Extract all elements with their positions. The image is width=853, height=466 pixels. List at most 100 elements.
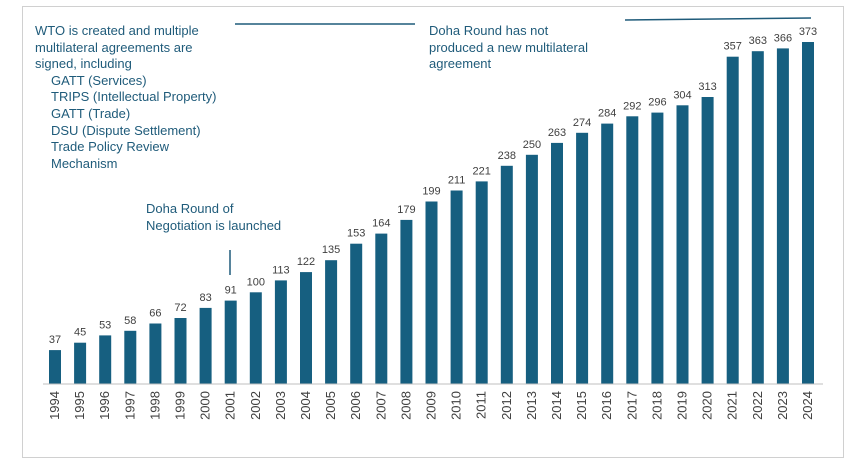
bar-2012 <box>500 165 513 384</box>
data-label-2015: 274 <box>573 117 591 129</box>
doha-launch-line: Doha Round of <box>146 201 234 216</box>
bar-2002 <box>249 292 262 384</box>
wto-annotation: WTO is created and multiple multilateral… <box>35 23 216 172</box>
x-tick-label-2003: 2003 <box>273 391 288 420</box>
x-tick-label-2014: 2014 <box>549 391 564 420</box>
doha-era-line <box>624 17 812 21</box>
bar-2024 <box>802 42 814 384</box>
bar-2003 <box>274 280 287 384</box>
wto-annotation-line: signed, including <box>35 56 132 72</box>
x-tick-label-2004: 2004 <box>298 391 313 420</box>
bar-2016 <box>601 123 614 384</box>
data-label-2007: 164 <box>372 218 390 230</box>
bar-2007 <box>375 233 388 384</box>
x-tick-label-1999: 1999 <box>173 391 188 420</box>
x-tick-label-1996: 1996 <box>97 391 112 420</box>
wto-agreement-item: Trade Policy Review <box>51 139 170 155</box>
x-tick-label-2013: 2013 <box>524 391 539 420</box>
data-label-2023: 366 <box>774 32 792 44</box>
x-tick-label-2022: 2022 <box>750 391 765 420</box>
data-label-2001: 91 <box>225 285 237 297</box>
x-tick-label-2000: 2000 <box>198 391 213 420</box>
bar-2004 <box>300 272 312 384</box>
data-label-1998: 66 <box>149 308 161 320</box>
data-label-1996: 53 <box>99 319 111 331</box>
data-label-2011: 221 <box>473 165 491 177</box>
bar-2000 <box>199 307 212 384</box>
x-tick-label-1997: 1997 <box>122 391 137 420</box>
data-label-2009: 199 <box>422 186 440 198</box>
data-label-2016: 284 <box>598 108 616 120</box>
wto-agreement-item: Mechanism <box>51 155 118 171</box>
bar-2013 <box>525 154 538 384</box>
x-tick-label-1995: 1995 <box>72 391 87 420</box>
doha-launch-annotation: Doha Round of Negotiation is launched <box>146 201 281 234</box>
bar-1997 <box>124 330 137 384</box>
bar-2010 <box>450 190 463 384</box>
bar-2018 <box>651 112 664 384</box>
bar-1999 <box>174 318 187 384</box>
data-label-2020: 313 <box>698 81 716 93</box>
bar-2019 <box>676 105 689 385</box>
x-tick-label-2017: 2017 <box>624 391 639 420</box>
data-label-1997: 58 <box>124 315 136 327</box>
bar-2023 <box>776 48 789 385</box>
chart-frame: 37 45 53 58 66 72 83 91 100 113 122 135 153 164 179 199… <box>22 6 844 458</box>
bar-2008 <box>400 219 413 384</box>
data-label-1999: 72 <box>174 302 186 314</box>
x-tick-label-2018: 2018 <box>649 391 664 420</box>
x-tick-label-2006: 2006 <box>348 391 363 420</box>
data-label-2008: 179 <box>397 204 415 216</box>
x-tick-label-2020: 2020 <box>700 391 715 420</box>
x-tick-label-2023: 2023 <box>775 391 790 420</box>
wto-annotation-line: multilateral agreements are <box>35 39 193 55</box>
bar-2020 <box>701 97 714 384</box>
data-label-2000: 83 <box>199 292 211 304</box>
x-tick-label-2007: 2007 <box>373 391 388 420</box>
bar-2014 <box>551 142 563 384</box>
data-label-2021: 357 <box>724 41 742 53</box>
x-tick-label-2024: 2024 <box>800 391 815 420</box>
bar-2015 <box>576 132 589 384</box>
data-label-2022: 363 <box>749 35 767 47</box>
data-label-2002: 100 <box>247 276 265 288</box>
x-tick-label-2011: 2011 <box>474 391 489 419</box>
doha-no-agreement-line: produced a new multilateral <box>429 39 588 55</box>
wto-agreement-item: DSU (Dispute Settlement) <box>51 122 201 138</box>
bar-2009 <box>425 201 438 384</box>
wto-agreement-item: GATT (Trade) <box>51 105 131 121</box>
bar-1994 <box>49 350 61 384</box>
x-tick-label-2021: 2021 <box>725 391 740 420</box>
x-tick-label-2016: 2016 <box>599 391 614 420</box>
bar-2006 <box>350 243 363 384</box>
doha-launch-line: Negotiation is launched <box>146 217 282 233</box>
x-tick-label-2002: 2002 <box>248 391 263 420</box>
data-label-1995: 45 <box>74 327 86 339</box>
wto-agreement-item: GATT (Services) <box>51 72 147 88</box>
data-label-2012: 238 <box>498 150 516 162</box>
doha-no-agreement-line: Doha Round has not <box>429 23 549 38</box>
bars-group <box>49 42 814 385</box>
bar-1996 <box>99 335 112 384</box>
x-tick-label-1998: 1998 <box>147 391 162 420</box>
x-tick-labels-group: 1994 1995 1996 1997 1998 1999 2000 2001 2002 2003… <box>47 391 815 420</box>
data-label-2003: 113 <box>272 264 290 276</box>
x-tick-label-1994: 1994 <box>47 391 62 420</box>
bar-2017 <box>626 116 639 385</box>
x-tick-label-2009: 2009 <box>424 391 439 420</box>
x-tick-label-2005: 2005 <box>323 391 338 420</box>
x-tick-label-2012: 2012 <box>499 391 514 420</box>
data-label-2013: 250 <box>523 139 541 151</box>
wto-annotation-line: WTO is created and multiple <box>35 23 199 38</box>
data-label-1994: 37 <box>49 334 61 346</box>
x-tick-label-2001: 2001 <box>223 391 238 420</box>
x-tick-label-2019: 2019 <box>675 391 690 420</box>
bar-1995 <box>74 342 87 384</box>
data-label-2010: 211 <box>448 175 466 187</box>
bar-2001 <box>224 300 237 384</box>
bar-2022 <box>751 51 764 384</box>
x-tick-label-2015: 2015 <box>574 391 589 420</box>
data-label-2019: 304 <box>673 89 691 101</box>
doha-no-agreement-line: agreement <box>429 56 492 72</box>
wto-agreement-item: TRIPS (Intellectual Property) <box>51 89 217 105</box>
